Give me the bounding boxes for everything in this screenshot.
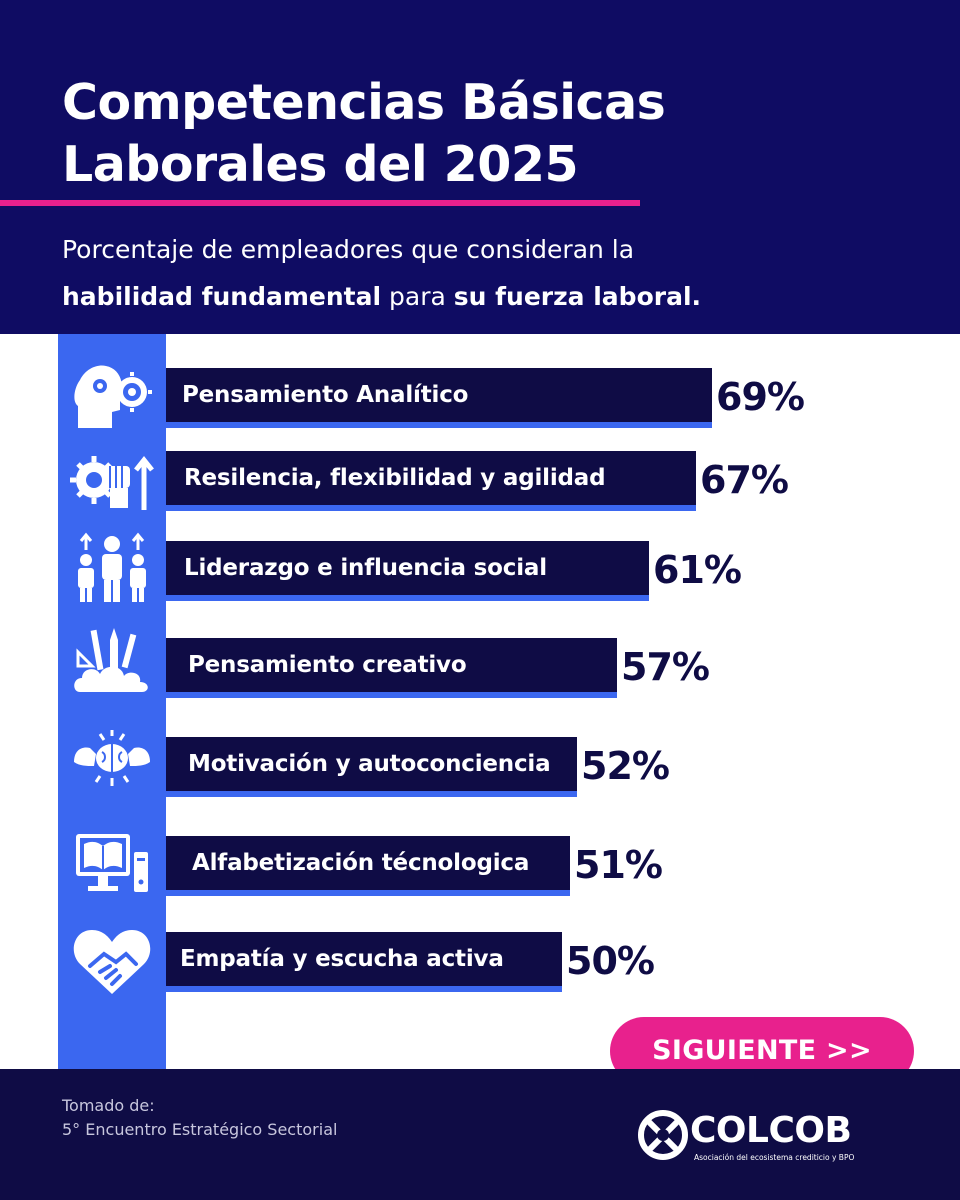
bar-value-label: 50% — [566, 939, 655, 983]
source-label: Tomado de: — [62, 1096, 155, 1115]
footer: Tomado de: 5° Encuentro Estratégico Sect… — [0, 1069, 960, 1200]
bar — [166, 836, 570, 890]
bar-row-2: Liderazgo e influencia social 61% — [166, 541, 759, 601]
bar-row-6: Empatía y escucha activa 50% — [166, 932, 672, 992]
subtitle-line-1: Porcentaje de empleadores que consideran… — [62, 235, 635, 264]
page-subtitle: Porcentaje de empleadores que consideran… — [62, 226, 701, 320]
page-title: Competencias Básicas Laborales del 2025 — [62, 72, 666, 196]
header-banner: Competencias Básicas Laborales del 2025 … — [0, 0, 960, 334]
bar — [166, 451, 696, 505]
title-line-1: Competencias Básicas — [62, 74, 666, 131]
gear-fist-arrow-icon — [70, 440, 154, 516]
title-line-2: Laborales del 2025 — [62, 136, 579, 193]
bar-category-label: Empatía y escucha activa — [180, 946, 504, 972]
brand-logo: COLCOB Asociación del ecosistema crediti… — [638, 1109, 898, 1177]
bar — [166, 737, 577, 791]
bar-row-1: Resilencia, flexibilidad y agilidad 67% — [166, 451, 806, 511]
creative-tools-cloud-icon — [70, 622, 154, 698]
subtitle-bold-1: habilidad fundamental — [62, 282, 382, 311]
bar — [166, 368, 712, 422]
bar — [166, 541, 649, 595]
brand-name: COLCOB — [690, 1110, 852, 1151]
bar-value-label: 69% — [716, 375, 805, 419]
team-growth-icon — [70, 530, 154, 606]
colcob-mark-icon — [638, 1110, 688, 1160]
brand-tagline: Asociación del ecosistema crediticio y B… — [694, 1153, 855, 1162]
subtitle-bold-2: su fuerza laboral. — [453, 282, 702, 311]
bar-row-0: Pensamiento Analítico 69% — [166, 368, 822, 428]
bar-row-4: Motivación y autoconciencia 52% — [166, 737, 687, 797]
bar-value-label: 52% — [581, 744, 670, 788]
bar-value-label: 57% — [621, 645, 710, 689]
head-gears-icon — [70, 358, 154, 434]
bar-category-label: Alfabetización técnologica — [192, 850, 530, 876]
title-underline — [0, 200, 640, 206]
bar-row-5: Alfabetización técnologica 51% — [166, 836, 680, 896]
subtitle-mid: para — [381, 282, 454, 311]
heart-handshake-icon — [70, 922, 154, 998]
bar-value-label: 67% — [700, 458, 789, 502]
bar-category-label: Resilencia, flexibilidad y agilidad — [184, 465, 606, 491]
bar-category-label: Motivación y autoconciencia — [188, 751, 551, 777]
computer-book-icon — [70, 826, 154, 902]
bar-category-label: Liderazgo e influencia social — [184, 555, 547, 581]
bar — [166, 638, 617, 692]
bar-category-label: Pensamiento creativo — [188, 652, 467, 678]
bar — [166, 932, 562, 986]
strong-brain-icon — [70, 722, 154, 798]
bar-row-3: Pensamiento creativo 57% — [166, 638, 727, 698]
bar-value-label: 61% — [653, 548, 742, 592]
bar-value-label: 51% — [574, 843, 663, 887]
bar-category-label: Pensamiento Analítico — [182, 382, 469, 408]
source-name: 5° Encuentro Estratégico Sectorial — [62, 1120, 338, 1139]
